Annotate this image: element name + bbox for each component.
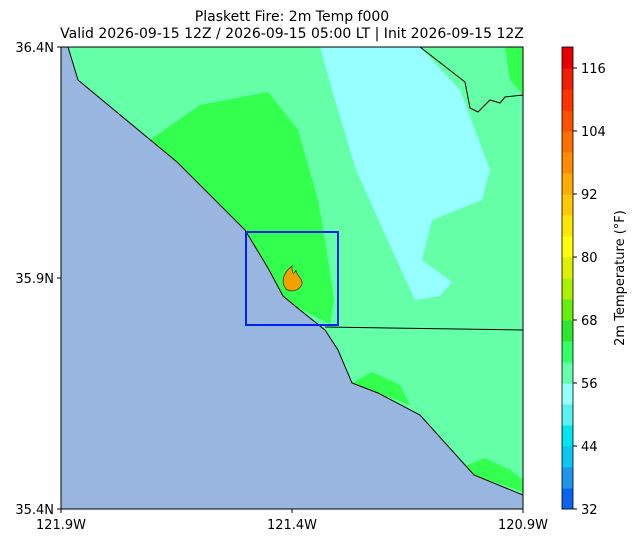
colorbar-tick-label: 92 — [581, 188, 598, 203]
colorbar-tick-label: 44 — [581, 440, 598, 455]
warm-region — [352, 372, 410, 405]
colorbar-bin — [562, 47, 573, 69]
x-tick-label: 120.9W — [498, 518, 548, 533]
colorbar-tick-label: 116 — [581, 62, 606, 77]
colorbar-bin — [562, 131, 573, 153]
county-line — [324, 326, 523, 331]
colorbar-bin — [562, 425, 573, 447]
colorbar-bin — [562, 404, 573, 426]
colorbar-tick-label: 56 — [581, 377, 598, 392]
county-line — [419, 47, 523, 113]
colorbar-bin — [562, 152, 573, 174]
y-tick-label: 35.9N — [15, 272, 54, 287]
colorbar-bin — [562, 215, 573, 237]
x-tick-label: 121.4W — [267, 518, 317, 533]
y-tick-label: 36.4N — [15, 41, 54, 56]
colorbar-bin — [562, 446, 573, 468]
colorbar-bin — [562, 467, 573, 489]
warm-region — [460, 458, 523, 492]
warm-region — [505, 47, 523, 95]
x-tick-label: 121.9W — [36, 518, 86, 533]
colorbar-tick-label: 32 — [581, 503, 598, 518]
colorbar-bin — [562, 257, 573, 279]
ocean — [61, 47, 523, 509]
colorbar-bin — [562, 362, 573, 384]
map — [60, 46, 524, 510]
colorbar-tick-label: 68 — [581, 314, 598, 329]
warm-region — [150, 92, 334, 324]
colorbar-bin — [562, 68, 573, 90]
colorbar-bin — [562, 236, 573, 258]
cool-region — [320, 47, 490, 300]
title: Plaskett Fire: 2m Temp f000 — [195, 9, 389, 25]
colorbar-bin — [562, 89, 573, 111]
colorbar-tick-label: 104 — [581, 125, 606, 140]
colorbar-frame — [561, 46, 574, 510]
fire-icon — [282, 265, 303, 292]
colorbar-label: 2m Temperature (°F) — [613, 210, 628, 346]
fire-area-box — [245, 231, 339, 326]
colorbar-bin — [562, 320, 573, 342]
colorbar-bin — [562, 278, 573, 300]
colorbar-bin — [562, 173, 573, 195]
subtitle: Valid 2026-09-15 12Z / 2026-09-15 05:00 … — [60, 26, 524, 42]
colorbar-bin — [562, 194, 573, 216]
colorbar-bin — [562, 299, 573, 321]
colorbar-bin — [562, 383, 573, 405]
colorbar-bin — [562, 488, 573, 510]
colorbar-bin — [562, 341, 573, 363]
y-tick-label: 35.4N — [15, 503, 54, 518]
colorbar-bin — [562, 110, 573, 132]
colorbar-tick-label: 80 — [581, 251, 598, 266]
